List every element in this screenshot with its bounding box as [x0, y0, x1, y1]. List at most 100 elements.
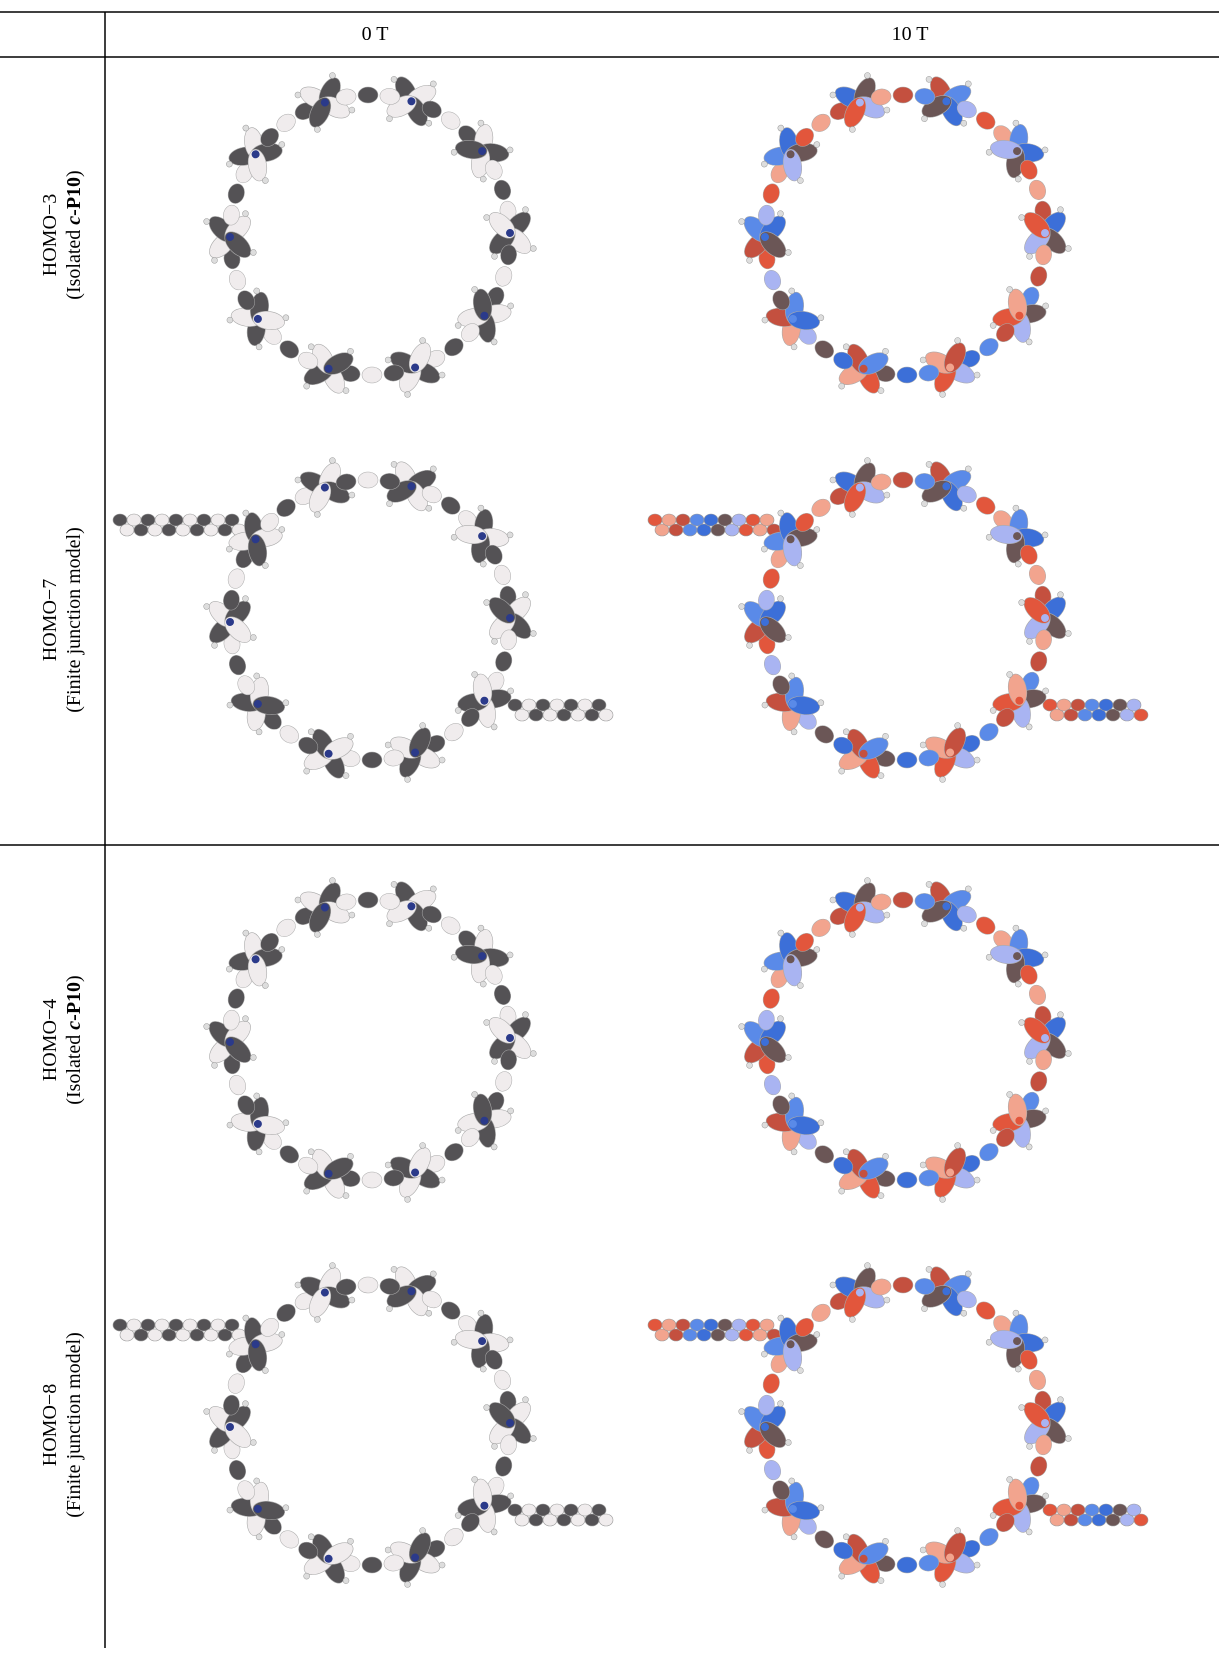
bridge-lobe [362, 752, 382, 768]
bridge-lobe [227, 653, 249, 677]
hydrogen [1026, 1058, 1032, 1064]
bridge-lobe [897, 1172, 917, 1188]
bridge-lobe [893, 1277, 913, 1293]
hydrogen [777, 1016, 783, 1022]
model-suffix: ) [63, 975, 85, 982]
model-label: (Finite junction model) [63, 1332, 85, 1518]
hydrogen [1019, 1019, 1025, 1025]
hydrogen [491, 1443, 497, 1449]
bridge-lobe [762, 653, 784, 677]
hydrogen [250, 1054, 256, 1060]
hydrogen [530, 1435, 536, 1441]
hydrogen [250, 1439, 256, 1445]
bridge-lobe [492, 1368, 514, 1392]
model-italic: c [63, 216, 85, 225]
bridge-lobe [1027, 178, 1049, 202]
hydrogen [204, 603, 210, 609]
hydrogen [1065, 1050, 1071, 1056]
hydrogen [1026, 1443, 1032, 1449]
hydrogen [1057, 592, 1063, 598]
bridge-lobe [226, 182, 247, 206]
bridge-lobe [761, 987, 782, 1011]
hydrogen [242, 596, 248, 602]
hydrogen [1019, 1404, 1025, 1410]
bridge-lobe [893, 87, 913, 103]
orbital-ring [204, 874, 537, 1207]
chain-lobe [1134, 1514, 1148, 1526]
bridge-lobe [493, 264, 514, 288]
orbital-label: HOMO−8 [39, 1384, 61, 1466]
bridge-lobe [358, 87, 378, 103]
page: {"table": { "columns": ["0 T", "10 T"], … [0, 0, 1219, 1648]
figure-table: 0 T10 THOMO−3(Isolated c-P10)HOMO−7(Fini… [0, 0, 1219, 1648]
chain-lobe [599, 1514, 613, 1526]
bridge-lobe [492, 178, 514, 202]
bridge-lobe [762, 268, 784, 292]
bridge-lobe [762, 1458, 784, 1482]
hydrogen [250, 634, 256, 640]
bridge-lobe [358, 472, 378, 488]
orbital-ring [739, 874, 1072, 1207]
hydrogen [250, 249, 256, 255]
hydrogen [739, 218, 745, 224]
hydrogen [739, 1023, 745, 1029]
hydrogen [242, 211, 248, 217]
model-suffix: ) [63, 170, 85, 177]
hydrogen [530, 245, 536, 251]
hydrogen [211, 1447, 217, 1453]
bridge-lobe [493, 649, 514, 673]
bridge-lobe [1028, 264, 1049, 288]
model-prefix: (Isolated [63, 1030, 85, 1105]
hydrogen [1057, 1397, 1063, 1403]
hydrogen [1026, 253, 1032, 259]
hydrogen [785, 1439, 791, 1445]
orbital-ring [648, 454, 1148, 787]
bridge-lobe [897, 367, 917, 383]
hydrogen [1065, 1435, 1071, 1441]
hydrogen [522, 1397, 528, 1403]
hydrogen [204, 218, 210, 224]
bridge-lobe [227, 268, 249, 292]
bridge-lobe [362, 1172, 382, 1188]
bridge-lobe [1028, 649, 1049, 673]
hydrogen [746, 642, 752, 648]
bridge-lobe [1027, 1368, 1049, 1392]
chain-lobe [599, 709, 613, 721]
hydrogen [211, 257, 217, 263]
bridge-lobe [492, 563, 514, 587]
bridge-lobe [893, 472, 913, 488]
hydrogen [785, 634, 791, 640]
orbital-label: HOMO−3 [39, 194, 61, 276]
orbital-ring [113, 454, 613, 787]
hydrogen [530, 630, 536, 636]
hydrogen [530, 1050, 536, 1056]
hydrogen [242, 1016, 248, 1022]
bridge-lobe [1028, 1454, 1049, 1478]
model-label: (Isolated c-P10) [63, 170, 85, 299]
orbital-label: HOMO−7 [39, 579, 61, 661]
model-bold: -P10 [63, 177, 85, 216]
hydrogen [785, 1054, 791, 1060]
hydrogen [777, 596, 783, 602]
bridge-lobe [362, 367, 382, 383]
bridge-lobe [358, 892, 378, 908]
hydrogen [739, 603, 745, 609]
bridge-lobe [227, 1073, 249, 1097]
model-italic: c [63, 1021, 85, 1030]
hydrogen [484, 1404, 490, 1410]
bridge-lobe [761, 1372, 782, 1396]
hydrogen [746, 1062, 752, 1068]
hydrogen [777, 211, 783, 217]
bridge-lobe [226, 987, 247, 1011]
hydrogen [1057, 1012, 1063, 1018]
orbital-images [113, 69, 1148, 1592]
hydrogen [1026, 638, 1032, 644]
hydrogen [204, 1023, 210, 1029]
hydrogen [522, 1012, 528, 1018]
orbital-ring [204, 69, 537, 402]
bridge-lobe [897, 752, 917, 768]
hydrogen [484, 1019, 490, 1025]
bridge-lobe [897, 1557, 917, 1573]
hydrogen [522, 207, 528, 213]
bridge-lobe [761, 567, 782, 591]
